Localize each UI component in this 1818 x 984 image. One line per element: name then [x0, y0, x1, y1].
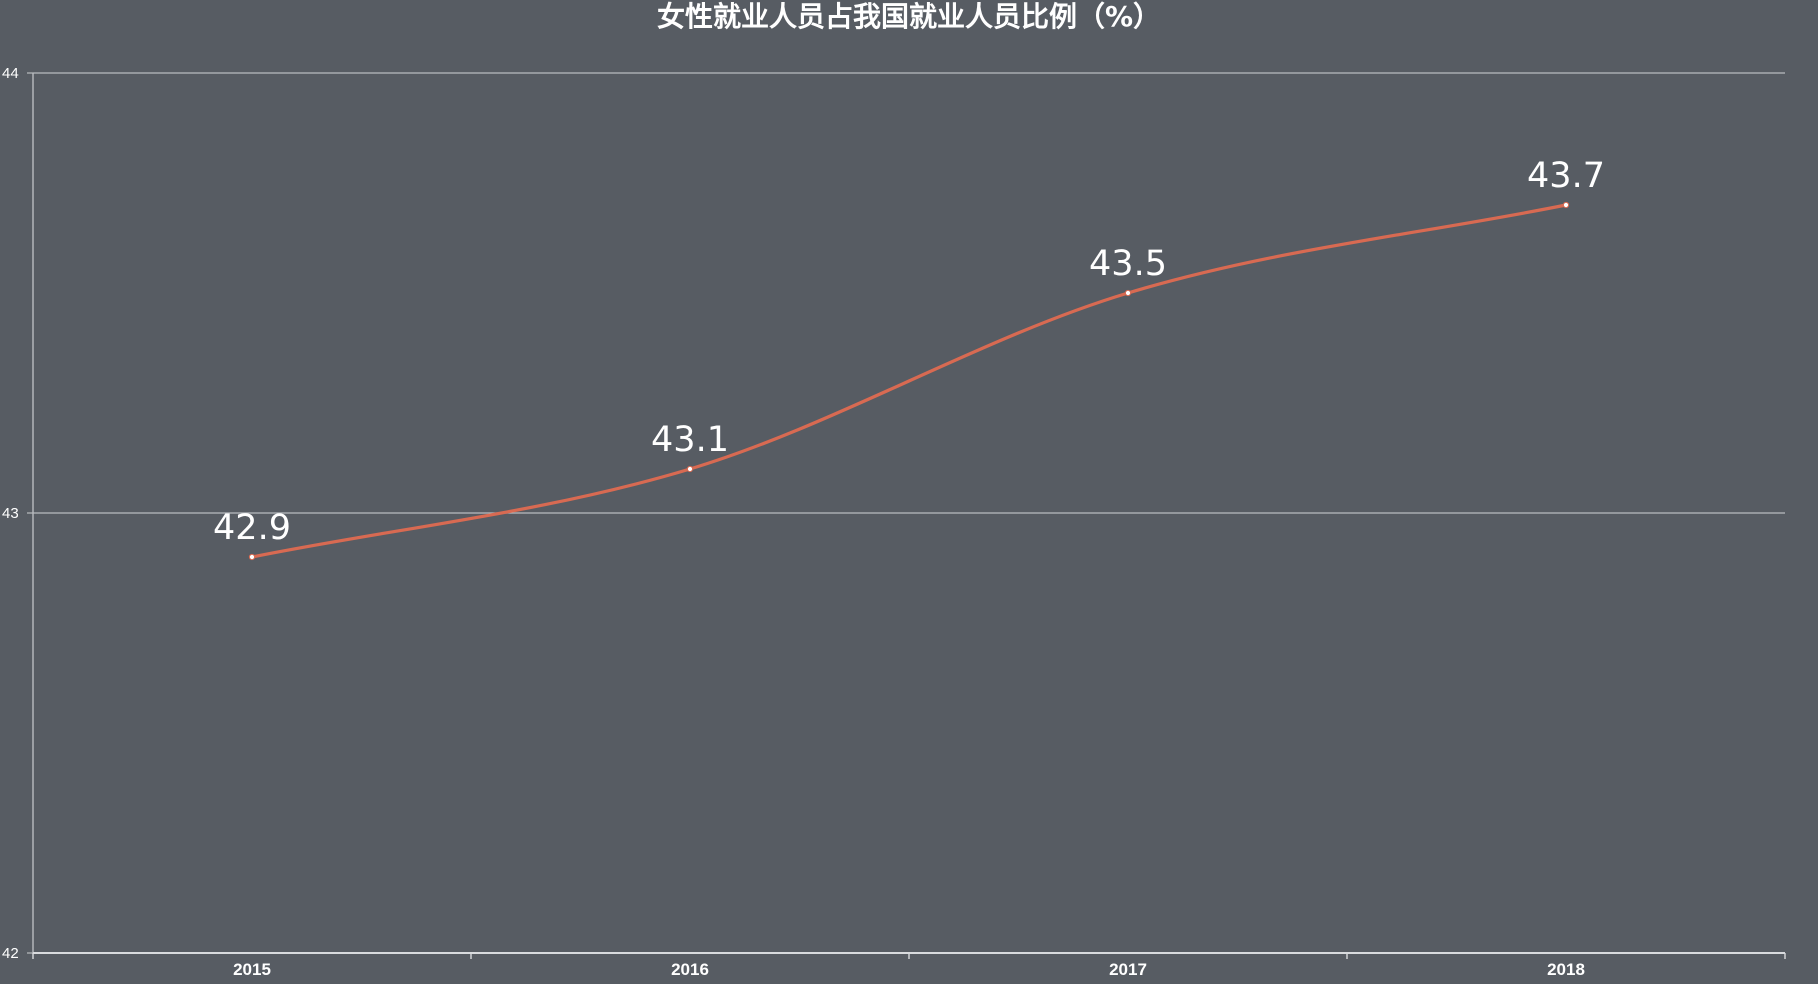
chart-title: 女性就业人员占我国就业人员比例（%）: [657, 0, 1161, 33]
data-label-2017: 43.5: [1089, 244, 1167, 284]
series-line: [252, 205, 1566, 557]
y-tick-label-43: 43: [2, 505, 19, 522]
data-label-2015: 42.9: [213, 508, 291, 548]
gridlines: [33, 73, 1785, 513]
data-point-2016: [687, 466, 692, 471]
y-tick-label-42: 42: [2, 945, 19, 962]
x-tick-label-2016: 2016: [671, 960, 709, 979]
data-point-2015: [249, 554, 254, 559]
data-label-2016: 43.1: [651, 420, 729, 460]
y-tick-label-44: 44: [2, 65, 19, 82]
data-label-2018: 43.7: [1527, 156, 1605, 196]
y-axis-ticks: 42 43 44: [2, 65, 33, 962]
x-axis-ticks: 2015 2016 2017 2018: [33, 953, 1785, 979]
data-labels: 42.9 43.1 43.5 43.7: [213, 156, 1605, 548]
data-point-2017: [1125, 290, 1130, 295]
x-tick-label-2015: 2015: [233, 960, 271, 979]
data-point-2018: [1563, 202, 1568, 207]
x-tick-label-2017: 2017: [1109, 960, 1147, 979]
x-tick-label-2018: 2018: [1547, 960, 1585, 979]
series-layer: [252, 205, 1566, 557]
